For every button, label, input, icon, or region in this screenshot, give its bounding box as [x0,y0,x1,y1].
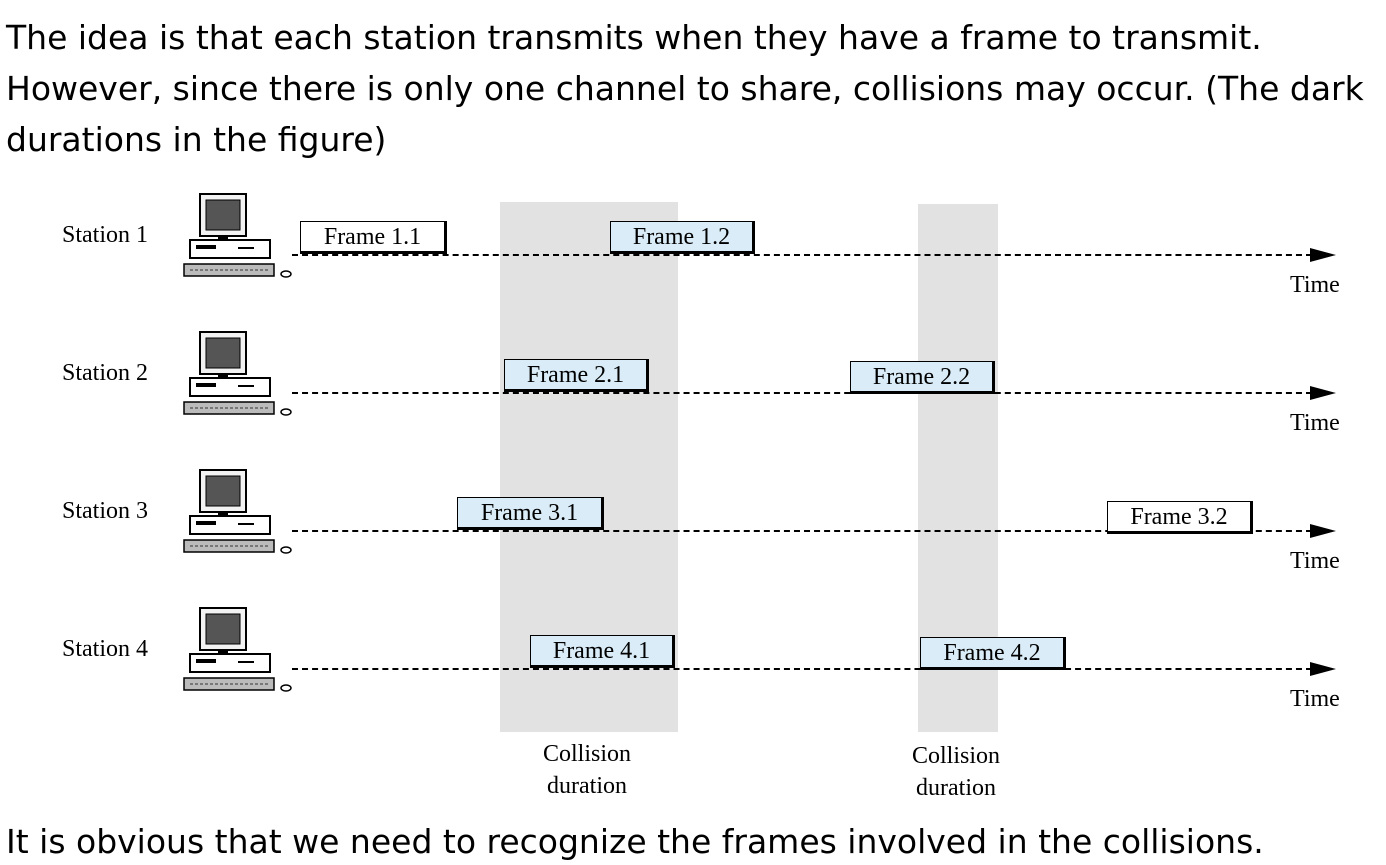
station-row-1: Station 1 Time Frame 1.1 Frame 1.2 [0,190,1386,298]
station-label: Station 4 [62,636,149,662]
timeline [292,668,1312,670]
frame-1-1: Frame 1.1 [300,221,447,254]
collision-label-line-2: duration [916,775,996,801]
computer-icon [183,469,292,554]
time-label: Time [1290,548,1340,574]
intro-line-3: durations in the figure) [6,120,387,159]
frame-2-1: Frame 2.1 [504,359,649,392]
station-label: Station 1 [62,222,149,248]
computer-icon [183,193,292,278]
timeline [292,530,1312,532]
frame-1-2: Frame 1.2 [610,221,755,254]
intro-line-1: The idea is that each station transmits … [6,18,1262,57]
frame-4-1: Frame 4.1 [530,635,675,668]
timeline [292,392,1312,394]
time-label: Time [1290,410,1340,436]
time-arrow [1310,524,1336,538]
frame-2-2: Frame 2.2 [850,361,995,394]
collision-label-line-2: duration [547,773,627,799]
frame-3-2: Frame 3.2 [1107,501,1253,534]
time-label: Time [1290,272,1340,298]
station-row-2: Station 2 Time Frame 2.1 Frame 2.2 [0,328,1386,436]
frame-4-2: Frame 4.2 [920,637,1066,670]
timeline [292,254,1312,256]
outro-text: It is obvious that we need to recognize … [6,822,1264,861]
time-label: Time [1290,686,1340,712]
time-arrow [1310,248,1336,262]
station-label: Station 2 [62,360,149,386]
collision-label-line-1: Collision [542,741,632,767]
station-row-3: Station 3 Time Frame 3.1 Frame 3.2 [0,466,1386,574]
time-arrow [1310,662,1336,676]
frame-3-1: Frame 3.1 [457,497,604,530]
intro-text: The idea is that each station transmits … [6,12,1384,165]
station-label: Station 3 [62,498,149,524]
computer-icon [183,607,292,692]
station-row-4: Station 4 Time Frame 4.1 Frame 4.2 [0,604,1386,712]
intro-line-2: However, since there is only one channel… [6,69,1364,108]
collision-label-2: Collision duration [886,740,1026,804]
computer-icon [183,331,292,416]
collision-label-line-1: Collision [911,743,1001,769]
time-arrow [1310,386,1336,400]
collision-label-1: Collision duration [517,738,657,802]
